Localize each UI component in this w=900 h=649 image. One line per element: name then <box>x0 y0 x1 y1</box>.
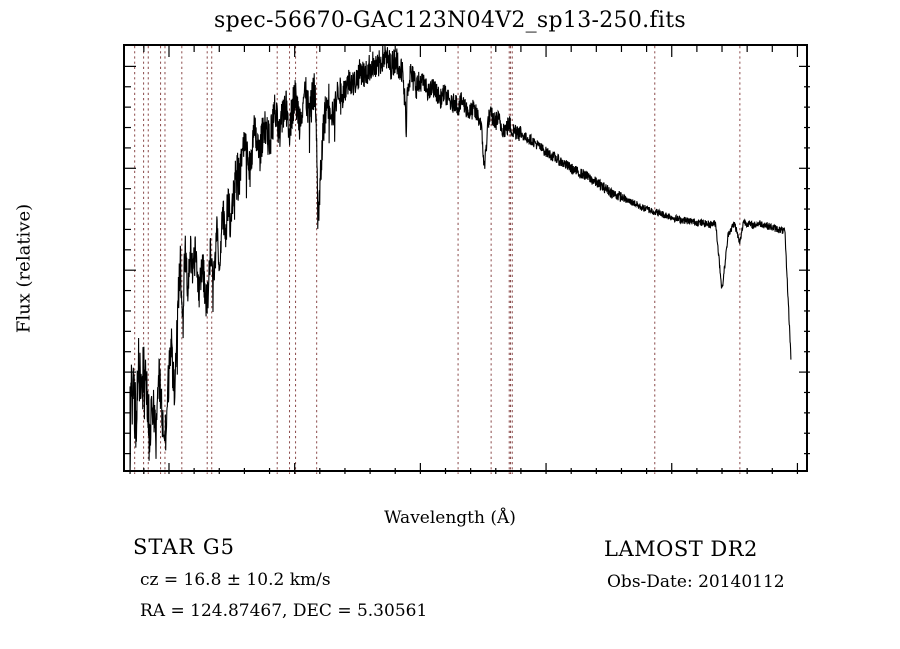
coordinates-text: RA = 124.87467, DEC = 5.30561 <box>140 601 428 621</box>
plot-area <box>123 44 810 474</box>
redshift-velocity-text: cz = 16.8 ± 10.2 km/s <box>140 570 331 590</box>
y-axis-title: Flux (relative) <box>13 203 35 334</box>
plot-canvas <box>125 44 810 474</box>
spectrum-trace <box>129 44 792 474</box>
spectral-line-markers <box>134 46 741 474</box>
spectrum-plot-svg <box>125 44 810 474</box>
object-type-text: STAR G5 <box>133 535 236 559</box>
observation-date-text: Obs-Date: 20140112 <box>607 572 785 592</box>
page-title: spec-56670-GAC123N04V2_sp13-250.fits <box>214 8 686 33</box>
survey-name-text: LAMOST DR2 <box>604 537 758 561</box>
x-axis-title: Wavelength (Å) <box>384 508 516 528</box>
